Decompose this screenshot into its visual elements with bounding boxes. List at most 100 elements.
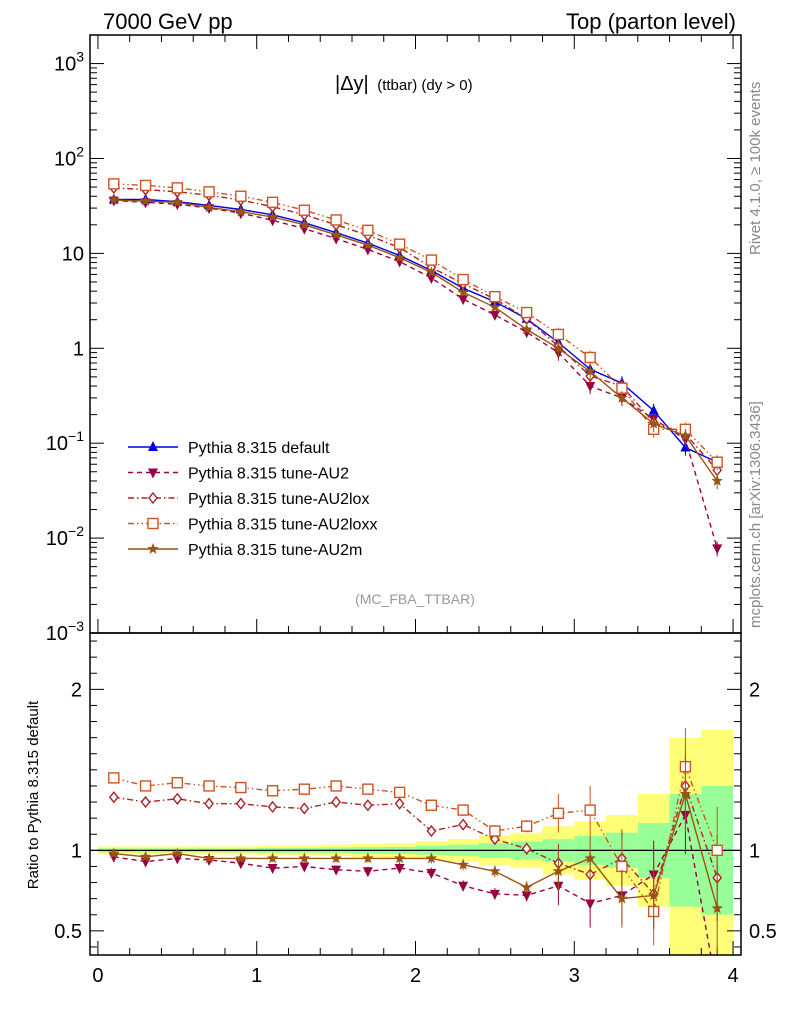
ratio-xtick-label: 2 [410,965,421,987]
data-point [520,323,533,335]
ratio-point [362,783,374,795]
ratio-point [552,865,565,877]
ratio-xtick-label: 1 [251,965,262,987]
legend-label: Pythia 8.315 tune-AU2lox [188,491,369,508]
tick-base: 10 [54,148,76,170]
main-ytick-label: 1 [73,338,84,360]
data-point [489,290,501,303]
ratio-point [584,804,596,816]
data-point [393,251,406,263]
ratio-point [648,889,660,901]
ratio-point [711,844,723,857]
series-3 [108,178,723,471]
series-line [113,198,718,463]
ratio-ytick-label: 1 [71,840,82,862]
series-line [113,183,718,463]
ratio-point [140,795,151,809]
data-point [139,179,152,192]
tick-base: 10 [54,54,76,76]
legend-entry: Pythia 8.315 tune-AU2m [128,542,362,559]
ratio-point [299,862,310,873]
rivet-label: Rivet 4.1.0, ≥ 100k events [747,82,764,255]
ratio-point [299,802,310,815]
plot-title: |Δy| (ttbar) (dy > 0) [335,73,473,95]
data-point [458,295,469,306]
ratio-point [331,865,342,876]
main-ytick-label: 10−2 [46,523,84,550]
ratio-point [298,783,311,795]
data-point [203,186,215,198]
data-point [584,365,596,377]
data-point [616,391,628,403]
ratio-point [171,777,184,789]
ratio-point [425,852,438,864]
ratio-point [489,825,501,837]
main-series-group [108,178,723,557]
ratio-point [521,891,532,902]
plot-title-main: |Δy| [335,73,369,95]
tick-exponent: −1 [68,428,84,444]
ratio-point [426,868,437,879]
ratio-point [394,797,405,810]
legend-marker [148,441,158,451]
data-point [712,544,723,555]
ratio-point [267,800,278,814]
ratio-point [331,795,342,809]
ratio-xtick-label: 4 [727,965,738,987]
data-point [648,417,660,429]
ratio-point [235,852,247,864]
data-point [393,238,406,250]
ratio-point [712,986,722,996]
data-point [425,254,438,266]
legend-marker [147,517,159,530]
ratio-point [139,850,152,862]
ratio-point [425,799,438,811]
data-point [426,274,437,285]
ratio-point [393,852,406,864]
ratio-point [362,867,373,878]
ratio-xtick-label: 0 [92,965,103,987]
data-point [108,178,120,190]
ratio-point [457,804,469,816]
plot-title-sub: (ttbar) (dy > 0) [377,77,472,94]
legend-marker [148,468,158,479]
ratio-point [266,852,279,864]
ratio-ytick-label-right: 0.5 [749,921,777,943]
legend-label: Pythia 8.315 default [188,440,330,457]
main-ytick-label: 103 [54,49,84,76]
data-point [552,342,565,354]
header-right: Top (parton level) [566,9,736,34]
main-ytick-label: 102 [54,143,84,170]
data-point [489,301,501,313]
legend-marker [148,491,158,505]
ratio-point [393,786,406,799]
tick-exponent: −2 [68,523,84,539]
ratio-point [458,818,469,831]
series-line [113,199,718,482]
ratio-point [489,865,501,877]
ratio-point [108,791,119,804]
ratio-point [426,824,437,838]
data-point [648,404,659,415]
ratio-point [584,852,596,864]
tick-exponent: 2 [76,143,84,159]
ratio-point [235,781,247,794]
ratio-point [362,852,374,864]
ratio-point [267,864,278,875]
legend-entry: Pythia 8.315 default [128,440,330,457]
ratio-point [616,892,628,904]
series-line [113,187,718,471]
ratio-point [711,902,723,914]
main-ytick-label: 10 [62,243,84,265]
ratio-ylabel: Ratio to Pythia 8.315 default [25,700,42,889]
data-point [203,201,215,213]
legend-entry: Pythia 8.315 tune-AU2loxx [128,517,377,534]
ratio-point [266,785,279,797]
legend-label: Pythia 8.315 tune-AU2 [188,466,349,483]
ratio-point [362,799,373,812]
ratio-point [521,842,532,855]
ratio-point [298,852,311,864]
data-point [330,228,342,240]
data-point [457,286,469,297]
